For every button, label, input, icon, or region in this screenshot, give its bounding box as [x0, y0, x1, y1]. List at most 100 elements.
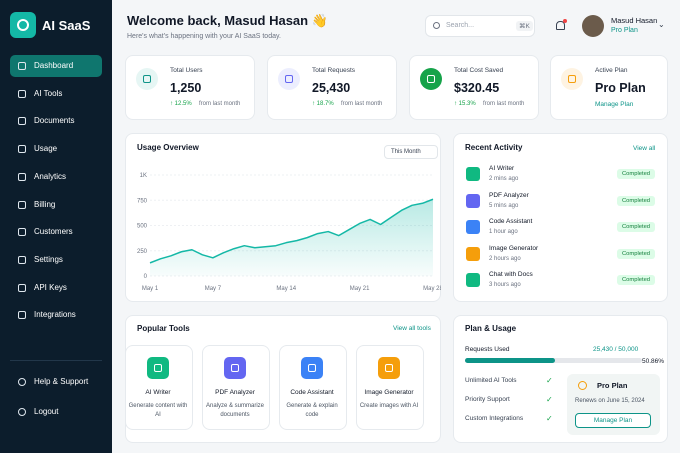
y-tick-label: 500 — [137, 224, 148, 230]
stat-icon — [136, 68, 158, 90]
activity-panel — [453, 133, 668, 302]
plan-name: Pro Plan — [597, 381, 628, 390]
y-tick-label: 0 — [144, 274, 148, 280]
page-title: Welcome back, Masud Hasan 👋 — [127, 13, 328, 28]
feature-item: Custom Integrations — [465, 415, 524, 422]
progress-percent: 50.86% — [642, 358, 665, 365]
progress-fill — [465, 358, 556, 363]
nav-active-bg — [10, 55, 102, 77]
stat-value: 1,250 — [170, 81, 202, 95]
activity-icon — [466, 193, 480, 208]
stat-icon-glyph — [568, 75, 576, 83]
panel-link[interactable]: View all — [633, 145, 656, 152]
panel-link[interactable]: View all tools — [393, 325, 431, 332]
stat-value: Pro Plan — [595, 81, 646, 95]
stat-change: ↑ 18.7% — [312, 101, 334, 107]
tool-name: Image Generator — [364, 389, 414, 396]
nav-icon — [18, 172, 26, 181]
feature-item: Unlimited AI Tools — [465, 377, 517, 384]
nav-item[interactable]: Integrations — [34, 310, 76, 320]
tool-icon — [147, 357, 169, 379]
tool-desc: Generate content with AI — [128, 403, 188, 418]
feature-check: ✓ — [546, 414, 553, 423]
panel-title: Plan & Usage — [465, 324, 517, 333]
tool-desc: Generate & explain code — [286, 403, 338, 418]
plan-renews: Renews on June 15, 2024 — [575, 398, 645, 404]
stat-change: ↑ 12.5% — [170, 101, 192, 107]
panel-title: Recent Activity — [465, 143, 523, 152]
usage-chart: 0 250 500 750 1K May 1 May 7 May 14 May 21 May 28 — [137, 173, 441, 292]
activity-time: 5 mins ago — [489, 202, 519, 209]
feature-check: ✓ — [546, 376, 553, 385]
x-tick-label: May 28 — [423, 286, 441, 292]
x-tick-label: May 14 — [276, 286, 296, 292]
status-badge: Completed — [617, 222, 656, 232]
user-menu-chevron: ⌄ — [658, 20, 665, 29]
panel-title: Usage Overview — [137, 143, 199, 152]
nav-item[interactable]: Usage — [34, 144, 58, 154]
y-tick-label: 250 — [137, 249, 148, 255]
tool-icon — [378, 357, 400, 379]
nav-icon — [18, 378, 26, 386]
plan-star — [578, 381, 587, 390]
range-select[interactable]: This Month — [384, 145, 438, 159]
nav-icon — [18, 408, 26, 416]
area-line — [149, 198, 434, 264]
stat-note: from last month — [483, 101, 525, 107]
stat-link[interactable]: Manage Plan — [595, 101, 634, 108]
requests-label: Requests Used — [465, 346, 510, 353]
stat-icon — [278, 68, 300, 90]
nav-icon — [18, 145, 26, 154]
nav-item[interactable]: API Keys — [34, 282, 67, 292]
activity-icon — [466, 167, 480, 181]
user-plan: Pro Plan — [611, 27, 638, 34]
nav-item[interactable]: Logout — [34, 407, 59, 416]
x-tick-label: May 7 — [205, 286, 222, 292]
nav-icon — [18, 228, 26, 237]
nav-icon — [18, 200, 26, 209]
nav-icon — [18, 283, 26, 292]
sidebar-divider — [10, 360, 102, 361]
activity-time: 2 mins ago — [489, 176, 519, 182]
tool-icon-glyph — [231, 364, 239, 372]
nav-item[interactable]: Dashboard — [34, 61, 74, 70]
x-tick-label: May 1 — [142, 286, 159, 292]
tool-name: Code Assistant — [290, 389, 334, 396]
brand-logo-mark — [17, 19, 29, 31]
nav-item[interactable]: Help & Support — [34, 377, 89, 386]
activity-icon — [466, 220, 480, 234]
status-badge: Completed — [617, 169, 656, 179]
feature-item: Priority Support — [465, 396, 510, 403]
stat-icon-glyph — [143, 75, 151, 83]
stat-note: from last month — [199, 101, 241, 107]
requests-count: 25,430 / 50,000 — [593, 346, 639, 353]
nav-item[interactable]: Billing — [34, 199, 56, 209]
search-box[interactable] — [425, 15, 535, 37]
activity-name: AI Writer — [489, 165, 515, 172]
tool-desc: Analyze & summarize documents — [205, 403, 265, 418]
page-subtitle: Here's what's happening with your AI Saa… — [127, 33, 281, 40]
nav-item[interactable]: Documents — [34, 116, 75, 126]
tool-icon-glyph — [308, 364, 316, 372]
status-badge: Completed — [617, 248, 656, 259]
nav-item[interactable]: AI Tools — [34, 88, 63, 98]
user-avatar[interactable] — [582, 15, 604, 37]
stat-value: 25,430 — [312, 81, 351, 95]
tool-name: PDF Analyzer — [215, 389, 255, 396]
plan-button[interactable]: Manage Plan — [575, 413, 651, 428]
nav-item[interactable]: Analytics — [34, 171, 67, 181]
y-tick-label: 750 — [137, 198, 148, 204]
nav-item[interactable]: Customers — [34, 227, 73, 237]
nav-item[interactable]: Settings — [34, 254, 63, 264]
stat-icon — [561, 68, 583, 90]
search-input[interactable]: Search... — [446, 22, 475, 29]
y-tick-label: 1K — [140, 173, 147, 179]
notification-bell[interactable] — [556, 21, 565, 30]
nav-icon — [18, 117, 26, 126]
status-badge: Completed — [617, 195, 656, 206]
tool-icon-glyph — [154, 364, 162, 372]
stat-label: Total Users — [170, 67, 203, 74]
stat-card — [267, 55, 397, 120]
nav-icon — [18, 62, 26, 70]
